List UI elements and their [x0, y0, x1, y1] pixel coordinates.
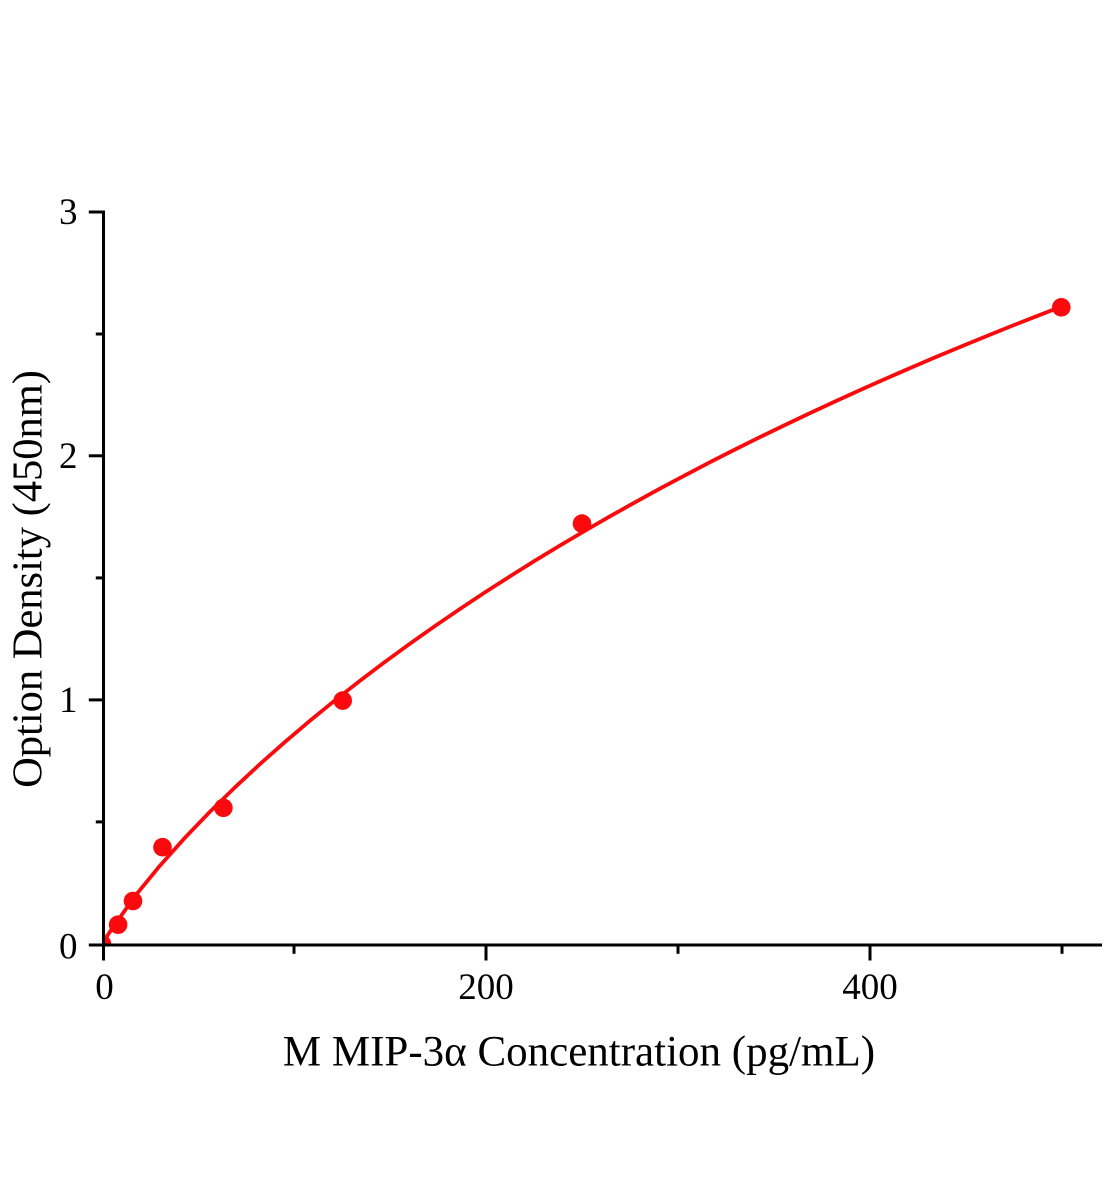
svg-text:200: 200 — [458, 967, 514, 1008]
svg-text:0: 0 — [95, 967, 114, 1008]
svg-text:3: 3 — [59, 192, 78, 233]
svg-text:M MIP-3α Concentration (pg/mL): M MIP-3α Concentration (pg/mL) — [283, 1029, 875, 1076]
svg-text:0: 0 — [59, 927, 78, 968]
svg-text:Option Density (450nm): Option Density (450nm) — [4, 370, 51, 788]
svg-text:400: 400 — [842, 967, 898, 1008]
svg-text:1: 1 — [59, 680, 78, 721]
svg-text:2: 2 — [59, 436, 78, 477]
